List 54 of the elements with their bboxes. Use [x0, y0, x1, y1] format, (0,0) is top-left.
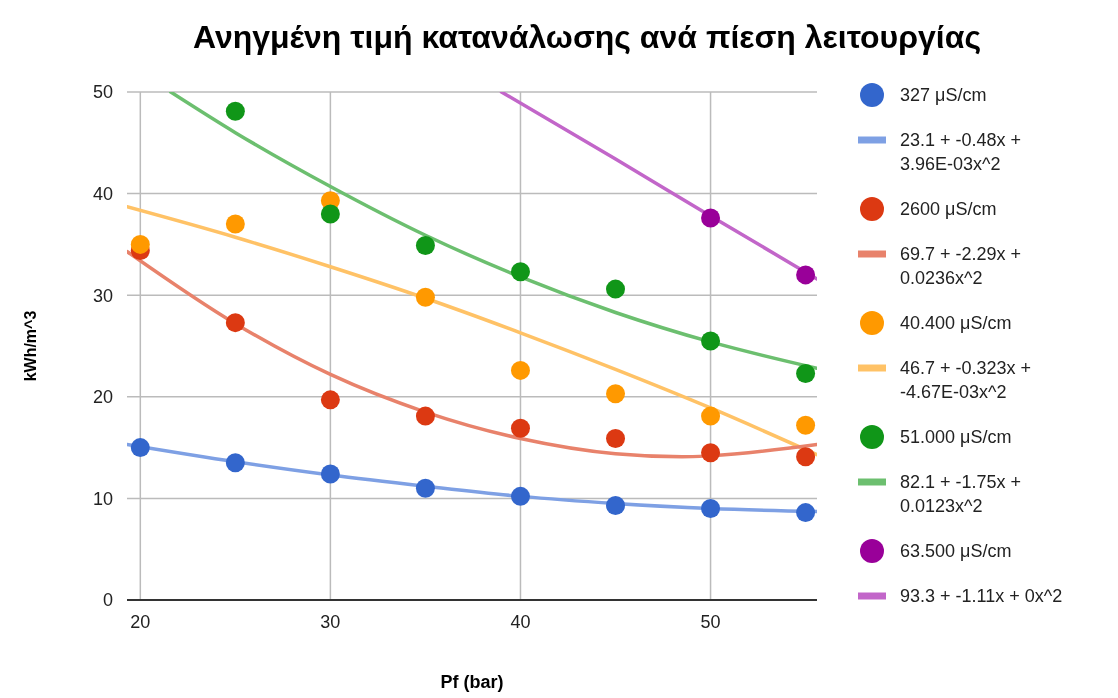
point: [225, 313, 245, 333]
y-axis-title: kWh/m^3: [22, 310, 39, 382]
point: [606, 279, 626, 299]
point: [415, 235, 435, 255]
point: [796, 503, 816, 523]
legend-label: 69.7 + -2.29x + 0.0236x^2: [900, 244, 1022, 289]
point: [415, 287, 435, 307]
point: [510, 262, 530, 282]
point: [130, 234, 150, 254]
point: [796, 415, 816, 435]
point: [796, 363, 816, 383]
chart-title: Ανηγμένη τιμή κατανάλωσης ανά πίεση λειτουργίας: [192, 19, 982, 55]
point: [701, 406, 721, 426]
point: [701, 331, 721, 351]
legend-label: 51.000 μS/cm: [900, 427, 1012, 448]
point: [130, 438, 150, 458]
x-tick-label: 50: [700, 612, 721, 632]
y-tick-label: 10: [92, 488, 113, 509]
legend-label: 46.7 + -0.323x + -4.67E-03x^2: [900, 358, 1032, 403]
legend-label: 23.1 + -0.48x + 3.96E-03x^2: [900, 130, 1022, 175]
point: [225, 101, 245, 121]
point: [606, 384, 626, 404]
point: [320, 390, 340, 410]
point: [606, 496, 626, 516]
y-tick-label: 40: [92, 183, 113, 204]
legend-label: 40.400 μS/cm: [900, 313, 1012, 334]
legend-label: 63.500 μS/cm: [900, 541, 1012, 562]
point: [320, 204, 340, 224]
y-tick-label: 20: [92, 387, 113, 408]
y-tick-label: 0: [102, 590, 113, 611]
x-tick-label: 30: [320, 612, 341, 632]
point: [606, 428, 626, 448]
legend-label: 93.3 + -1.11x + 0x^2: [900, 586, 1063, 607]
point: [510, 360, 530, 380]
x-tick-label: 40: [510, 612, 531, 632]
point: [796, 447, 816, 467]
point: [510, 418, 530, 438]
point: [701, 499, 721, 519]
legend-label: 2600 μS/cm: [900, 199, 997, 220]
x-tick-label: 20: [130, 612, 151, 632]
point: [510, 486, 530, 506]
x-axis-title: Pf (bar): [440, 672, 504, 692]
point: [320, 464, 340, 484]
point: [701, 208, 721, 228]
legend-label: 82.1 + -1.75x + 0.0123x^2: [900, 472, 1022, 517]
y-tick-label: 50: [92, 82, 113, 103]
y-tick-label: 30: [92, 285, 113, 306]
point: [415, 478, 435, 498]
point: [415, 406, 435, 426]
legend-label: 327 μS/cm: [900, 85, 987, 106]
point: [225, 453, 245, 473]
point: [796, 265, 816, 285]
point: [701, 443, 721, 463]
point: [225, 214, 245, 234]
